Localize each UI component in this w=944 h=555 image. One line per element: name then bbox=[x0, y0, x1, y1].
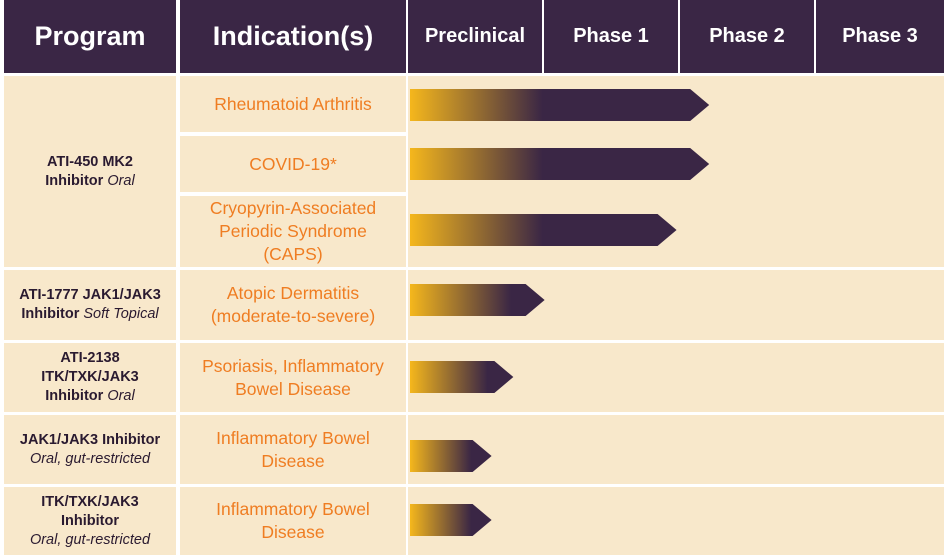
program-cell-ati-1777: ATI-1777 JAK1/JAK3 Inhibitor Soft Topical bbox=[4, 270, 176, 340]
phase-label: Phase 3 bbox=[842, 25, 918, 47]
program-class: Inhibitor bbox=[45, 388, 104, 404]
indication-label: Atopic Dermatitis (moderate-to-severe) bbox=[210, 283, 376, 326]
indication-cell: Inflammatory Bowel Disease bbox=[180, 415, 406, 484]
program-target: ITK/TXK/JAK3 bbox=[41, 369, 139, 385]
program-route: Oral, gut-restricted bbox=[29, 531, 151, 548]
program-name: ATI-2138 bbox=[60, 350, 120, 366]
stage-area bbox=[408, 415, 944, 484]
program-class: Inhibitor bbox=[45, 172, 104, 189]
program-name: ATI-1777 JAK1/JAK3 bbox=[19, 287, 161, 303]
progress-bar-7 bbox=[410, 504, 492, 536]
program-name: ITK/TXK/JAK3 bbox=[41, 493, 139, 510]
indication-cell: Inflammatory Bowel Disease bbox=[180, 487, 406, 555]
progress-bar-1 bbox=[410, 89, 710, 121]
program-route: Soft Topical bbox=[83, 306, 159, 322]
phase-label: Phase 1 bbox=[573, 25, 649, 47]
progress-bar-6 bbox=[410, 440, 492, 472]
program-cell-ati-2138: ATI-2138 ITK/TXK/JAK3 Inhibitor Oral bbox=[4, 343, 176, 412]
indication-label: Inflammatory Bowel Disease bbox=[216, 499, 370, 542]
program-name: JAK1/JAK3 Inhibitor bbox=[19, 431, 161, 448]
program-route: Oral bbox=[107, 172, 135, 189]
program-route: Oral bbox=[107, 388, 135, 404]
indication-cell: Cryopyrin-Associated Periodic Syndrome (… bbox=[180, 196, 406, 267]
program-name: ATI-450 MK2 bbox=[47, 153, 133, 170]
program-cell-itk-txk-jak3: ITK/TXK/JAK3 Inhibitor Oral, gut-restricte… bbox=[4, 487, 176, 555]
header-phase-preclinical: Preclinical bbox=[408, 0, 542, 73]
header-phase-3: Phase 3 bbox=[816, 0, 944, 73]
header-phase-2: Phase 2 bbox=[680, 0, 814, 73]
indication-label: Cryopyrin-Associated Periodic Syndrome (… bbox=[209, 198, 377, 264]
program-cell-ati-450: ATI-450 MK2 Inhibitor Oral bbox=[4, 76, 176, 267]
program-class: Inhibitor bbox=[21, 306, 80, 322]
progress-bar-3 bbox=[410, 214, 677, 246]
header-program-label: Program bbox=[34, 21, 146, 51]
indication-cell: Atopic Dermatitis (moderate-to-severe) bbox=[180, 270, 406, 340]
header-program: Program bbox=[4, 0, 176, 73]
indication-cell: Rheumatoid Arthritis bbox=[180, 76, 406, 132]
progress-bar-5 bbox=[410, 361, 514, 393]
header-indication: Indication(s) bbox=[180, 0, 406, 73]
indication-cell: COVID-19* bbox=[180, 136, 406, 192]
header-phase-1: Phase 1 bbox=[544, 0, 678, 73]
indication-label: Inflammatory Bowel Disease bbox=[216, 427, 370, 471]
progress-bar-4 bbox=[410, 284, 545, 316]
program-cell-jak1-jak3: JAK1/JAK3 Inhibitor Oral, gut-restricted bbox=[4, 415, 176, 484]
program-class: Inhibitor bbox=[60, 512, 119, 529]
phase-label: Phase 2 bbox=[709, 25, 785, 47]
stage-area bbox=[408, 487, 944, 555]
indication-label: Psoriasis, Inflammatory Bowel Disease bbox=[202, 355, 384, 399]
header-indication-label: Indication(s) bbox=[212, 21, 374, 51]
phase-label: Preclinical bbox=[424, 25, 526, 47]
progress-bar-2 bbox=[410, 148, 710, 180]
indication-cell: Psoriasis, Inflammatory Bowel Disease bbox=[180, 343, 406, 412]
indication-label: COVID-19* bbox=[249, 153, 337, 174]
indication-label: Rheumatoid Arthritis bbox=[214, 93, 372, 114]
program-route: Oral, gut-restricted bbox=[29, 450, 151, 467]
